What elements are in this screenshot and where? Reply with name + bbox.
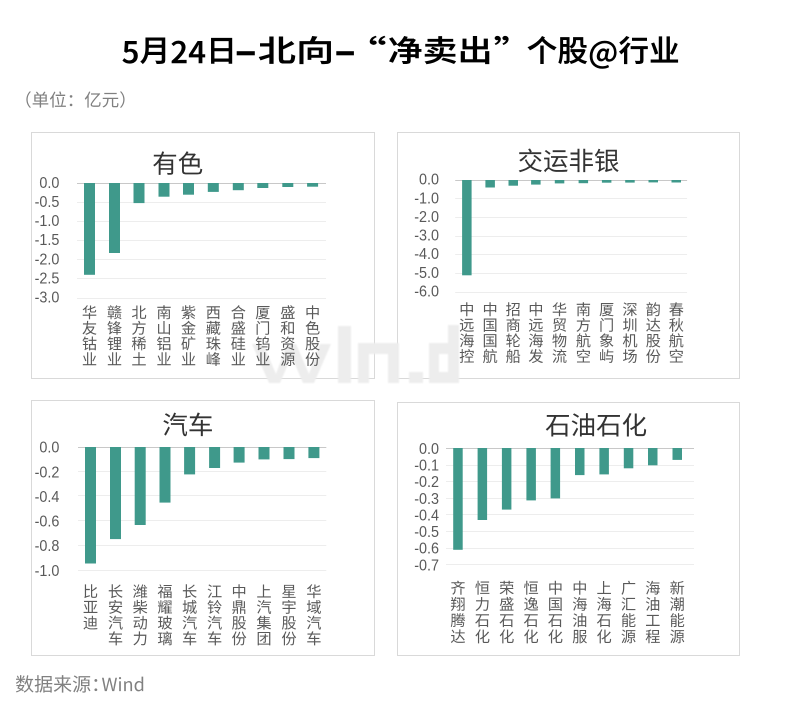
svg-text:-1.0: -1.0 [35,213,60,230]
svg-text:0.0: 0.0 [419,172,439,189]
svg-text:-0.8: -0.8 [35,538,60,555]
svg-text:0.0: 0.0 [39,440,59,457]
svg-text:-6.0: -6.0 [414,284,439,301]
svg-text:-0.4: -0.4 [35,489,60,506]
svg-text:-0.5: -0.5 [414,524,439,541]
svg-text:-2.0: -2.0 [414,209,439,226]
svg-text:-0.3: -0.3 [414,491,439,508]
svg-text:-0.2: -0.2 [414,474,439,491]
svg-text:-1.5: -1.5 [35,232,60,249]
svg-text:0.0: 0.0 [419,441,439,458]
svg-text:-2.0: -2.0 [35,251,60,268]
svg-text:-3.0: -3.0 [35,289,60,306]
svg-text:-1.0: -1.0 [35,563,60,580]
svg-text:-0.6: -0.6 [414,541,439,558]
svg-text:-3.0: -3.0 [414,228,439,245]
svg-text:-0.2: -0.2 [35,464,60,481]
svg-text:-4.0: -4.0 [414,246,439,263]
svg-text:-0.7: -0.7 [414,557,439,574]
svg-text:-0.6: -0.6 [35,514,60,531]
svg-text:-5.0: -5.0 [414,265,439,282]
svg-text:-0.5: -0.5 [35,194,60,211]
svg-text:0.0: 0.0 [39,175,59,192]
svg-text:-0.1: -0.1 [414,458,439,475]
svg-text:-2.5: -2.5 [35,270,60,287]
svg-text:-0.4: -0.4 [414,507,439,524]
svg-text:-1.0: -1.0 [414,190,439,207]
